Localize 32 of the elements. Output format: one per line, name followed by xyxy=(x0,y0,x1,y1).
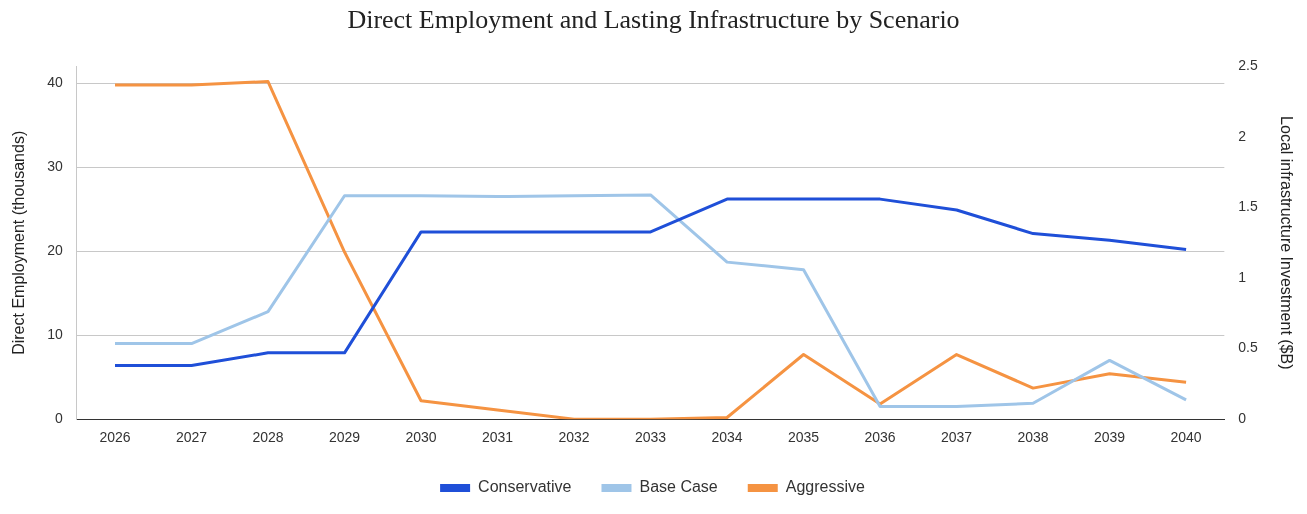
x-tick-label: 2030 xyxy=(405,429,437,446)
y2-tick-label: 1 xyxy=(1238,268,1247,285)
x-tick-label: 2032 xyxy=(558,429,590,446)
y-tick-label: 0 xyxy=(54,410,63,427)
x-tick-label: 2029 xyxy=(328,429,361,446)
x-tick-label: 2039 xyxy=(1094,429,1126,446)
x-tick-label: 2040 xyxy=(1170,429,1202,446)
y-axis-title: Direct Employment (thousands) xyxy=(10,130,28,355)
y2-tick-label: 1.5 xyxy=(1238,198,1259,215)
x-tick-label: 2033 xyxy=(634,429,667,446)
y-tick-label: 10 xyxy=(47,326,63,343)
x-tick-label: 2026 xyxy=(99,429,131,446)
x-tick-label: 2028 xyxy=(252,429,284,446)
y2-axis-title: Local infrastructure Investment ($B) xyxy=(1277,116,1295,370)
y2-tick-label: 0 xyxy=(1238,410,1247,427)
x-tick-label: 2027 xyxy=(175,429,208,446)
x-tick-label: 2031 xyxy=(481,429,514,446)
y2-tick-label: 0.5 xyxy=(1238,339,1259,356)
x-tick-label: 2034 xyxy=(711,429,743,446)
y2-tick-label: 2.5 xyxy=(1238,57,1259,74)
y2-tick-label: 2 xyxy=(1238,127,1247,144)
y-tick-label: 40 xyxy=(47,74,63,91)
chart-title: Direct Employment and Lasting Infrastructure by Scenario xyxy=(346,4,961,36)
y-tick-label: 20 xyxy=(47,242,63,259)
legend-label: Aggressive xyxy=(785,478,865,496)
x-tick-label: 2037 xyxy=(940,429,973,446)
legend-label: Conservative xyxy=(478,478,572,496)
x-tick-label: 2036 xyxy=(864,429,896,446)
y-tick-label: 30 xyxy=(47,158,63,175)
x-tick-label: 2035 xyxy=(787,429,820,446)
x-tick-label: 2038 xyxy=(1017,429,1049,446)
legend-label: Base Case xyxy=(639,478,718,496)
